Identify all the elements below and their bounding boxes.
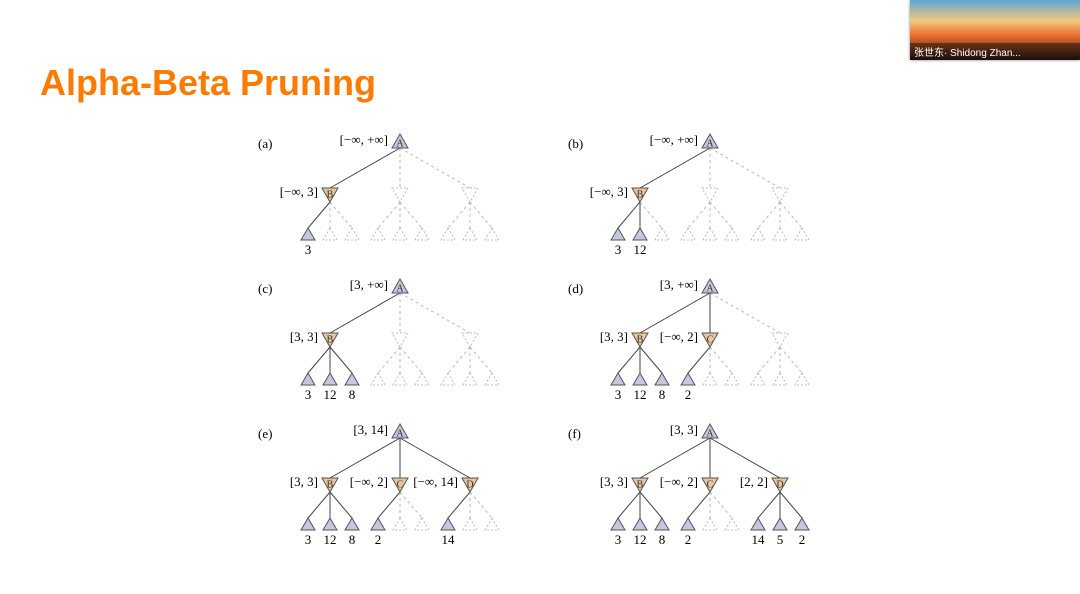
- participant-name: 张世东· Shidong Zhan...: [910, 43, 1080, 60]
- page-title: Alpha-Beta Pruning: [40, 62, 376, 104]
- min-letter-0: B: [637, 189, 644, 200]
- min-letter-2: D: [776, 479, 783, 490]
- leaf-value-0-0: 3: [305, 387, 312, 402]
- leaf-value-1-0: 2: [375, 532, 382, 547]
- min-bounds-2: [−∞, 14]: [413, 474, 458, 489]
- min-letter-0: B: [637, 334, 644, 345]
- root-letter: A: [396, 283, 404, 294]
- leaf-value-0-2: 8: [659, 532, 666, 547]
- min-bounds-1: [−∞, 2]: [660, 329, 698, 344]
- min-letter-2: D: [466, 479, 473, 490]
- participant-thumbnail: 张世东· Shidong Zhan...: [910, 0, 1080, 60]
- root-letter: A: [396, 138, 404, 149]
- root-letter: A: [706, 428, 714, 439]
- min-bounds-0: [−∞, 3]: [590, 184, 628, 199]
- leaf-value-2-1: 5: [777, 532, 784, 547]
- leaf-value-1-0: 2: [685, 387, 692, 402]
- panel-a: (a) A [−∞, +∞] B [−∞, 3] 3: [250, 130, 550, 270]
- subfig-label: (c): [258, 281, 272, 296]
- subfig-label: (e): [258, 426, 272, 441]
- root-letter: A: [706, 283, 714, 294]
- panel-e: (e) A [3, 14] B [3, 3] C [−∞, 2] D [−∞, 14] 3 12 8 2…: [250, 420, 550, 560]
- leaf-value-0-2: 8: [349, 387, 356, 402]
- leaf-value-0-0: 3: [305, 242, 312, 257]
- leaf-value-0-1: 12: [324, 532, 337, 547]
- subfig-label: (b): [568, 136, 583, 151]
- min-bounds-0: [3, 3]: [600, 329, 628, 344]
- leaf-value-0-1: 12: [634, 242, 647, 257]
- leaf-value-0-0: 3: [305, 532, 312, 547]
- panel-d: (d) A [3, +∞] B [3, 3] C [−∞, 2] 3 12 8 2: [560, 275, 860, 415]
- leaf-value-0-1: 12: [324, 387, 337, 402]
- min-bounds-0: [3, 3]: [600, 474, 628, 489]
- root-bounds: [−∞, +∞]: [650, 132, 698, 147]
- min-bounds-2: [2, 2]: [740, 474, 768, 489]
- min-bounds-0: [−∞, 3]: [280, 184, 318, 199]
- root-bounds: [3, +∞]: [350, 277, 388, 292]
- min-bounds-0: [3, 3]: [290, 474, 318, 489]
- min-letter-1: C: [707, 479, 714, 490]
- min-letter-0: B: [327, 479, 334, 490]
- min-letter-0: B: [637, 479, 644, 490]
- leaf-value-2-0: 14: [752, 532, 766, 547]
- leaf-value-0-2: 8: [659, 387, 666, 402]
- root-letter: A: [706, 138, 714, 149]
- root-bounds: [3, +∞]: [660, 277, 698, 292]
- alpha-beta-diagram: (a) A [−∞, +∞] B [−∞, 3] 3 (b) A [−∞, +∞] B [−∞, 3…: [250, 130, 870, 570]
- panel-c: (c) A [3, +∞] B [3, 3] 3 12 8: [250, 275, 550, 415]
- leaf-value-0-2: 8: [349, 532, 356, 547]
- root-bounds: [3, 3]: [670, 422, 698, 437]
- root-letter: A: [396, 428, 404, 439]
- leaf-value-0-0: 3: [615, 242, 622, 257]
- leaf-value-0-1: 12: [634, 532, 647, 547]
- root-bounds: [−∞, +∞]: [340, 132, 388, 147]
- min-letter-1: C: [707, 334, 714, 345]
- leaf-value-2-0: 14: [442, 532, 456, 547]
- leaf-value-1-0: 2: [685, 532, 692, 547]
- subfig-label: (f): [568, 426, 581, 441]
- leaf-value-0-1: 12: [634, 387, 647, 402]
- panel-f: (f) A [3, 3] B [3, 3] C [−∞, 2] D [2, 2] 3 12 8 2 14 5…: [560, 420, 860, 560]
- min-letter-0: B: [327, 334, 334, 345]
- min-letter-0: B: [327, 189, 334, 200]
- root-bounds: [3, 14]: [353, 422, 388, 437]
- leaf-value-0-0: 3: [615, 387, 622, 402]
- subfig-label: (a): [258, 136, 272, 151]
- min-bounds-0: [3, 3]: [290, 329, 318, 344]
- leaf-value-0-0: 3: [615, 532, 622, 547]
- min-bounds-1: [−∞, 2]: [660, 474, 698, 489]
- min-letter-1: C: [397, 479, 404, 490]
- leaf-value-2-2: 2: [799, 532, 806, 547]
- panel-b: (b) A [−∞, +∞] B [−∞, 3] 3 12: [560, 130, 860, 270]
- min-bounds-1: [−∞, 2]: [350, 474, 388, 489]
- subfig-label: (d): [568, 281, 583, 296]
